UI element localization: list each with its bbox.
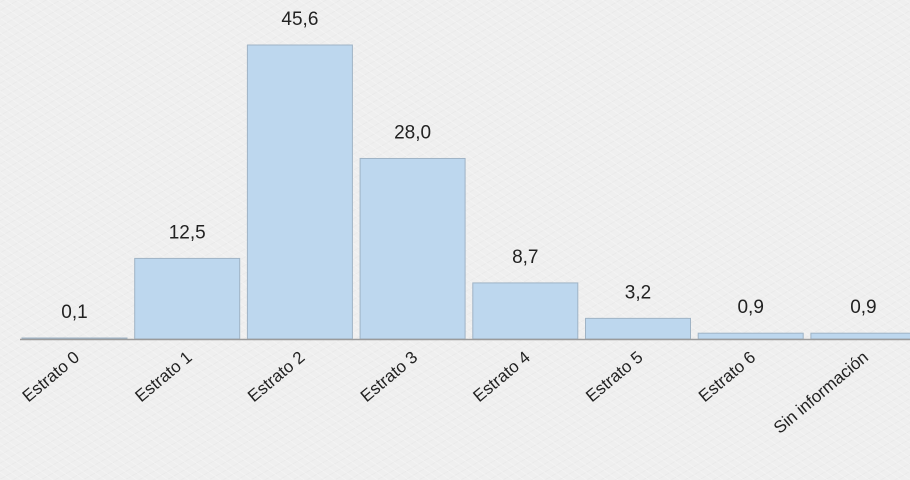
bars-group (21, 44, 910, 340)
data-label: 0,9 (737, 297, 763, 318)
x-tick-label: Estrato 1 (131, 348, 195, 406)
bar (472, 282, 579, 340)
data-label: 8,7 (512, 247, 538, 268)
bar (697, 332, 804, 340)
x-tick-label: Estrato 5 (582, 348, 646, 406)
x-tick-label: Estrato 4 (470, 348, 534, 406)
bar (810, 332, 910, 340)
bar (246, 44, 353, 340)
data-labels-group: 0,1 12,5 45,6 28,0 8,7 3,2 0,9 0,9 (61, 9, 876, 323)
bar (359, 157, 466, 340)
bar (134, 257, 241, 340)
data-label: 28,0 (394, 122, 431, 143)
x-tick-label: Estrato 0 (19, 348, 83, 406)
x-tick-label: Estrato 3 (357, 348, 421, 406)
data-label: 0,1 (61, 302, 87, 323)
bar (585, 317, 691, 340)
x-tick-label: Estrato 6 (695, 348, 759, 406)
x-tick-labels-group: Estrato 0 Estrato 1 Estrato 2 Estrato 3 Estr… (19, 348, 872, 438)
x-tick-label: Sin información (770, 348, 872, 438)
data-label: 0,9 (850, 297, 876, 318)
x-tick-label: Estrato 2 (244, 348, 308, 406)
data-label: 12,5 (169, 222, 206, 243)
data-label: 45,6 (281, 9, 318, 30)
data-label: 3,2 (625, 282, 651, 303)
